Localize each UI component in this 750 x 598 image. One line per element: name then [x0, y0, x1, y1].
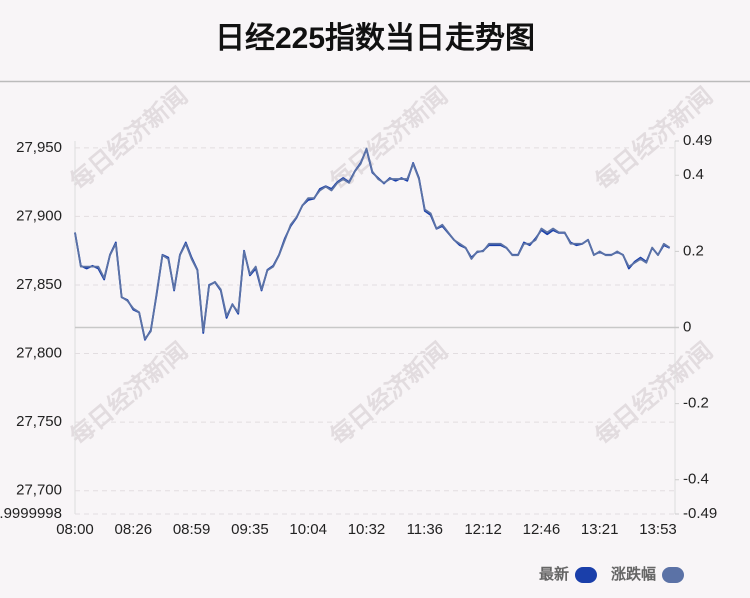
y-tick-label: 27,900 [16, 207, 62, 224]
y-tick-label: 27,682.9999998 [0, 505, 62, 522]
y-tick-label: 27,850 [16, 276, 62, 293]
legend-label: 最新 [539, 565, 569, 583]
legend-label: 涨跌幅 [611, 565, 656, 583]
y-tick-label: 27,800 [16, 345, 62, 362]
y2-tick-label: 0.49 [683, 132, 712, 149]
y2-tick-label: 0 [683, 318, 691, 335]
y2-tick-label: -0.49 [683, 505, 717, 522]
chart-title: 日经225指数当日走势图 [215, 21, 535, 55]
y-tick-label: 27,950 [16, 139, 62, 156]
x-tick-label: 10:32 [348, 521, 386, 538]
legend-swatch [574, 567, 597, 583]
x-tick-label: 08:59 [173, 521, 211, 538]
x-tick-label: 08:26 [115, 521, 153, 538]
legend-swatch [662, 567, 684, 583]
y-tick-label: 27,750 [16, 413, 62, 430]
y2-tick-label: 0.2 [683, 242, 704, 259]
x-tick-label: 13:21 [581, 521, 619, 538]
series-line [74, 147, 671, 340]
x-tick-label: 11:36 [407, 521, 443, 538]
x-tick-label: 09:35 [231, 521, 269, 538]
x-tick-label: 10:04 [289, 521, 327, 538]
y2-tick-label: -0.4 [683, 471, 709, 488]
y-tick-label: 27,700 [16, 482, 62, 499]
x-tick-label: 12:12 [464, 521, 502, 538]
y2-tick-label: -0.2 [683, 395, 709, 412]
x-tick-label: 13:53 [639, 521, 677, 538]
x-tick-label: 12:46 [523, 521, 561, 538]
y2-tick-label: 0.4 [683, 166, 704, 183]
x-tick-label: 08:00 [56, 521, 94, 538]
